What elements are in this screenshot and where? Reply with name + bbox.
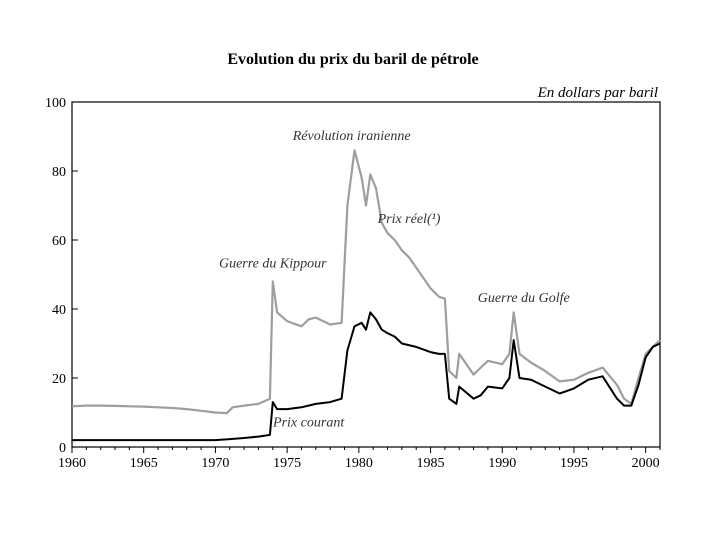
- annotation-label: Prix courant: [272, 415, 345, 430]
- annotation-label: Guerre du Golfe: [478, 291, 570, 306]
- unit-label: En dollars par baril: [537, 85, 658, 101]
- annotation-label: Révolution iranienne: [292, 129, 411, 144]
- series-group: [71, 149, 661, 442]
- x-tick-label: 2000: [632, 456, 660, 471]
- annotation-label: Guerre du Kippour: [219, 257, 327, 272]
- x-tick-label: 1965: [130, 456, 158, 471]
- x-tick-label: 1995: [560, 456, 588, 471]
- y-tick-label: 60: [52, 234, 66, 249]
- x-tick-label: 1970: [201, 456, 229, 471]
- y-tick-label: 100: [45, 96, 66, 111]
- x-tick-label: 1960: [58, 456, 86, 471]
- y-tick-label: 0: [59, 441, 66, 456]
- y-tick-label: 80: [52, 165, 66, 180]
- x-axis: 1960 1965 1970 1975 1980 1985 1990 1995 2000: [58, 447, 661, 471]
- x-tick-label: 1985: [417, 456, 445, 471]
- y-tick-label: 40: [52, 303, 66, 318]
- x-tick-label: 1975: [273, 456, 301, 471]
- chart-title: Evolution du prix du baril de pétrole: [227, 51, 478, 68]
- y-tick-label: 20: [52, 372, 66, 387]
- series-line-prix-courant: [72, 311, 661, 442]
- series-line-prix-reel: [71, 149, 661, 415]
- x-tick-label: 1980: [345, 456, 373, 471]
- annotations-group: Révolution iranienne Prix réel(¹) Guerre d…: [219, 129, 570, 430]
- x-tick-label: 1990: [488, 456, 516, 471]
- y-axis: 0 20 40 60 80 100: [45, 96, 78, 456]
- annotation-label: Prix réel(¹): [377, 212, 441, 227]
- plot-frame: [71, 101, 661, 448]
